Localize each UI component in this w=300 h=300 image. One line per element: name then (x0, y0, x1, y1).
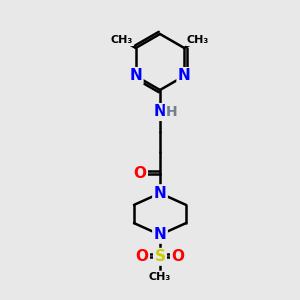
Text: S: S (154, 249, 166, 264)
Text: N: N (154, 186, 166, 201)
Text: N: N (154, 227, 166, 242)
Text: N: N (154, 104, 166, 119)
Text: CH₃: CH₃ (149, 272, 171, 282)
Text: N: N (178, 68, 190, 83)
Text: CH₃: CH₃ (111, 35, 133, 45)
Text: N: N (129, 68, 142, 83)
Text: O: O (172, 249, 184, 264)
Text: CH₃: CH₃ (187, 35, 209, 45)
Text: O: O (134, 167, 146, 182)
Text: O: O (136, 249, 148, 264)
Text: H: H (166, 105, 178, 119)
